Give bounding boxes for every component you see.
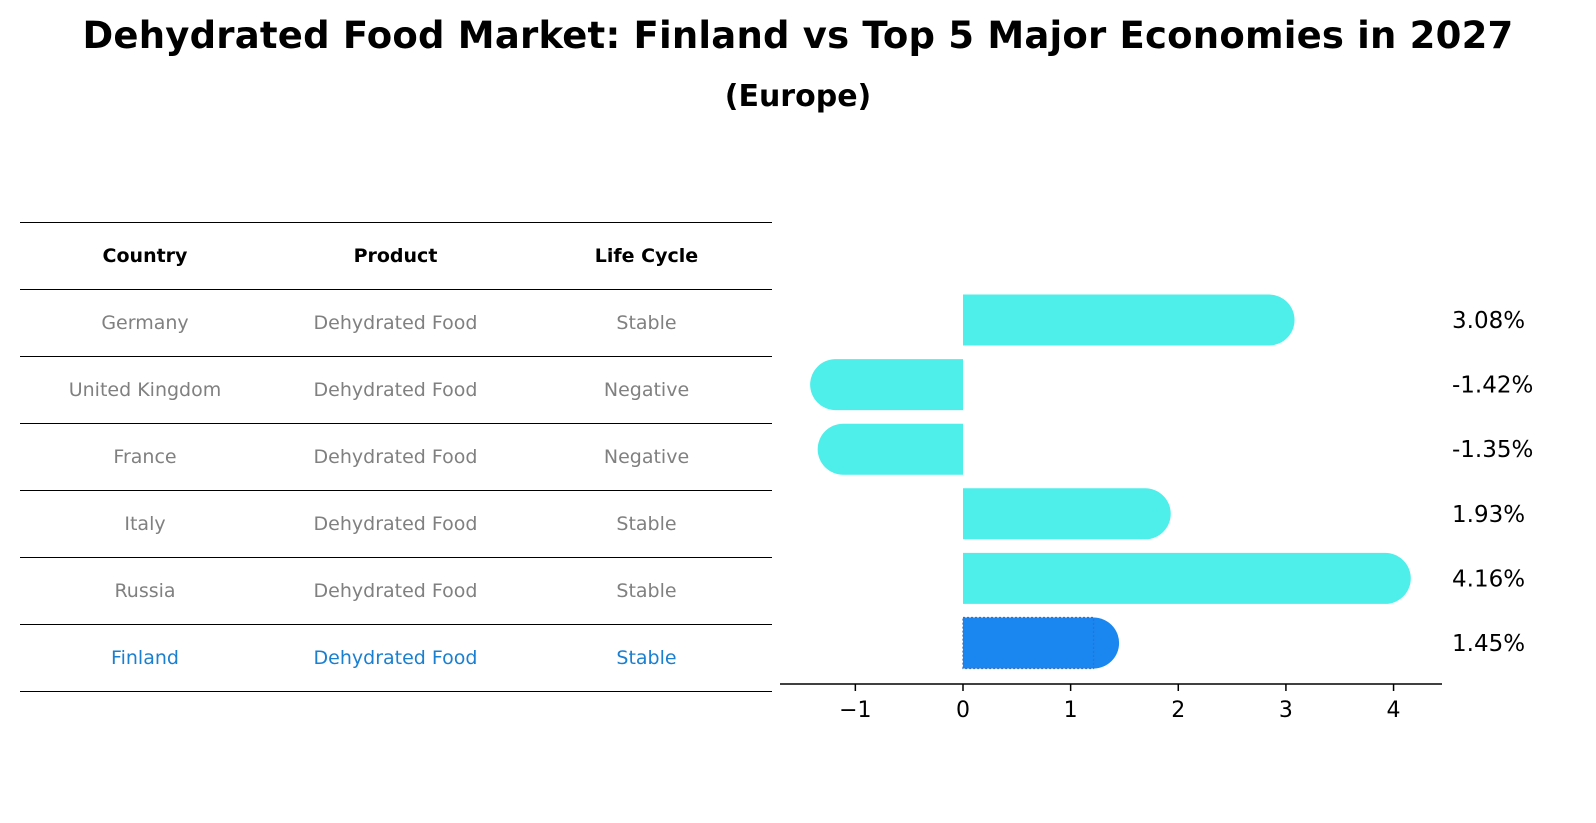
- bar-value-label: 1.93%: [1452, 502, 1525, 528]
- life-cycle-cell: Stable: [616, 312, 677, 334]
- bar-value-label: -1.35%: [1452, 437, 1533, 463]
- x-tick-label: 3: [1279, 698, 1293, 723]
- bar-value-label: 3.08%: [1452, 308, 1525, 334]
- bar-russia: [962, 552, 1411, 604]
- table-row: Russia Dehydrated Food Stable: [20, 558, 772, 625]
- bar-value-label: -1.42%: [1452, 373, 1533, 399]
- chart-title: Dehydrated Food Market: Finland vs Top 5…: [82, 14, 1514, 57]
- product-cell: Dehydrated Food: [313, 513, 478, 535]
- life-cycle-cell: Negative: [603, 379, 690, 401]
- country-cell: United Kingdom: [68, 379, 222, 401]
- life-cycle-cell: Stable: [616, 513, 677, 535]
- table-row: Germany Dehydrated Food Stable: [20, 290, 772, 357]
- product-cell: Dehydrated Food: [313, 647, 478, 669]
- data-table: Country Product Life Cycle Germany Dehyd…: [20, 222, 772, 692]
- bar-italy: [962, 488, 1171, 540]
- x-tick-label: 2: [1171, 698, 1185, 723]
- x-tick-label: 0: [956, 698, 970, 723]
- x-tick-label: 1: [1064, 698, 1078, 723]
- table-row-highlighted: Finland Dehydrated Food Stable: [20, 625, 772, 692]
- product-cell: Dehydrated Food: [313, 446, 478, 468]
- bar-united-kingdom: [810, 359, 963, 411]
- table-header-row: Country Product Life Cycle: [20, 222, 772, 290]
- header-country: Country: [102, 245, 188, 267]
- table-row: France Dehydrated Food Negative: [20, 424, 772, 491]
- table-row: United Kingdom Dehydrated Food Negative: [20, 357, 772, 424]
- header-product: Product: [353, 245, 438, 267]
- bar-value-label: 4.16%: [1452, 566, 1525, 592]
- highlight-bar-outline: [962, 616, 1095, 670]
- country-cell: France: [113, 446, 177, 468]
- country-cell: Russia: [114, 580, 176, 602]
- life-cycle-cell: Negative: [603, 446, 690, 468]
- country-cell: Finland: [111, 647, 179, 669]
- country-cell: Germany: [101, 312, 189, 334]
- bar-finland: [962, 617, 1120, 669]
- bar-value-label: 1.45%: [1452, 631, 1525, 657]
- x-tick-label: 4: [1387, 698, 1401, 723]
- product-cell: Dehydrated Food: [313, 379, 478, 401]
- life-cycle-cell: Stable: [616, 580, 677, 602]
- product-cell: Dehydrated Food: [313, 312, 478, 334]
- chart-subtitle: (Europe): [724, 79, 872, 114]
- header-life-cycle: Life Cycle: [594, 245, 699, 267]
- country-cell: Italy: [124, 513, 166, 535]
- bar-france: [817, 423, 963, 475]
- table-row: Italy Dehydrated Food Stable: [20, 491, 772, 558]
- bar-chart: 3.08% -1.42% -1.35% 1.93% 4.16% 1.45% −1 0 1 2 3 4: [780, 294, 1533, 723]
- x-tick-label: −1: [839, 698, 871, 723]
- product-cell: Dehydrated Food: [313, 580, 478, 602]
- bar-germany: [962, 294, 1295, 346]
- life-cycle-cell: Stable: [616, 647, 677, 669]
